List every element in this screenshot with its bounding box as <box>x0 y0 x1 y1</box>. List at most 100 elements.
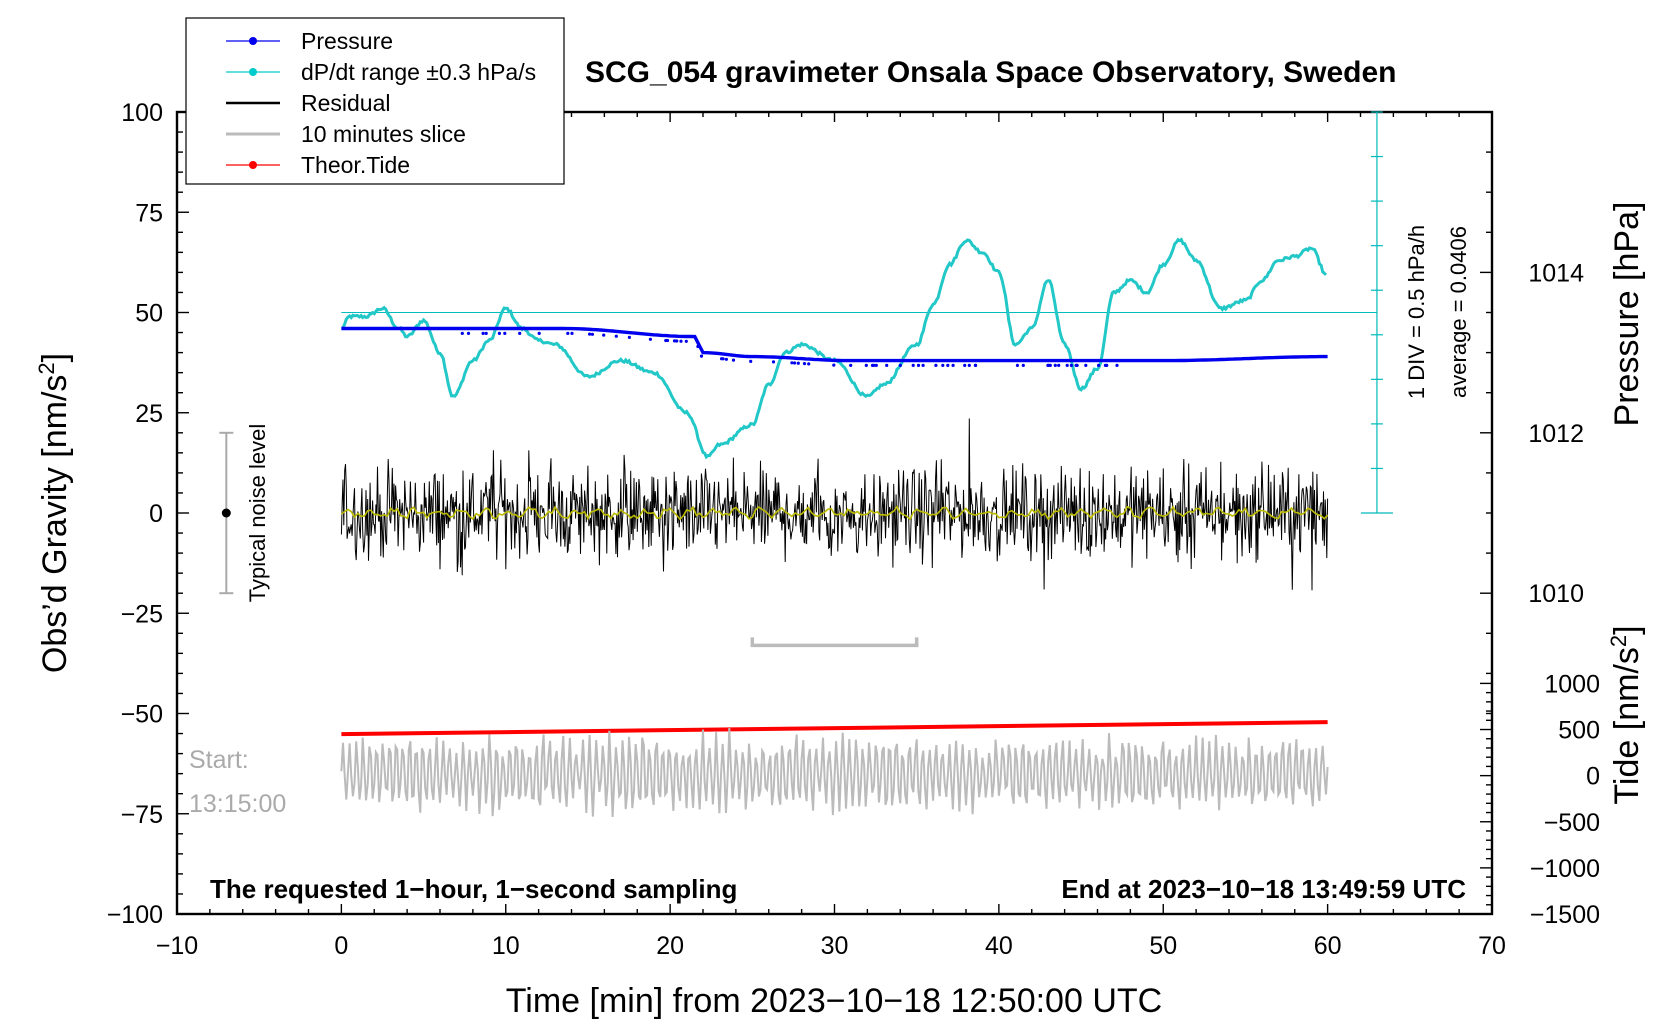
x-tick-label: 30 <box>821 932 849 960</box>
x-tick-label: 10 <box>492 932 520 960</box>
pressure-point <box>802 362 807 366</box>
x-tick-label: 40 <box>985 932 1013 960</box>
start-label: Start: <box>189 746 249 774</box>
pressure-point <box>602 333 606 337</box>
pressure-point <box>503 331 507 335</box>
pressure-point <box>1105 363 1109 367</box>
pressure-average-label: average = 0.0406 <box>1446 226 1471 398</box>
y-axis-label-tide: Tide [nm/s2] <box>1606 625 1646 804</box>
pressure-point <box>518 331 522 335</box>
bottom-right-annotation: End at 2023−10−18 13:49:59 UTC <box>1061 874 1466 904</box>
legend-item-dpdt: dP/dt range ±0.3 hPa/s <box>226 59 536 85</box>
legend-label-tide: Theor.Tide <box>301 152 410 178</box>
pressure-point <box>675 339 679 343</box>
pressure-point <box>460 331 464 335</box>
y-axis-label-pressure: Pressure [hPa] <box>1608 202 1646 427</box>
y-tick-label: −100 <box>107 901 163 929</box>
pressure-point <box>679 339 683 343</box>
pressure-point <box>1084 363 1088 367</box>
pressure-point <box>696 344 700 349</box>
pressure-point <box>934 363 938 367</box>
pressure-point <box>721 357 725 361</box>
tide-line <box>341 720 1328 737</box>
pressure-point <box>1115 363 1119 367</box>
pressure-point <box>974 363 978 367</box>
legend-marker-pressure <box>249 37 257 45</box>
y-tick-label: 100 <box>121 99 163 127</box>
tide-tick-label: −500 <box>1544 809 1600 837</box>
y-tick-label: 50 <box>135 300 163 328</box>
chart-title: SCG_054 gravimeter Onsala Space Observat… <box>585 56 1397 89</box>
legend-label-slice: 10 minutes slice <box>301 121 466 147</box>
legend-marker-dpdt <box>249 68 257 76</box>
pressure-point <box>941 363 945 367</box>
legend-item-residual: Residual <box>226 90 391 116</box>
pressure-point <box>590 332 595 336</box>
tide-tick-label: −1500 <box>1530 901 1600 929</box>
pressure-point <box>1097 363 1101 367</box>
bottom-left-annotation: The requested 1−hour, 1−second sampling <box>210 874 737 904</box>
pressure-point <box>1021 363 1025 367</box>
pressure-point <box>699 354 704 358</box>
tide-tick-label: −1000 <box>1530 855 1600 883</box>
legend-marker-tide <box>249 161 257 169</box>
pressure-tick-label: 1010 <box>1528 580 1584 608</box>
pressure-line <box>341 326 1328 363</box>
y-tick-label: 75 <box>135 199 163 227</box>
pressure-point <box>898 363 903 367</box>
legend-item-tide: Theor.Tide <box>226 152 410 178</box>
x-tick-label: 70 <box>1478 932 1506 960</box>
pressure-point <box>946 363 950 367</box>
pressure-point <box>497 331 501 335</box>
pressure-point <box>484 331 488 335</box>
x-tick-label: 60 <box>1314 932 1342 960</box>
pressure-point <box>771 360 776 364</box>
pressure-point <box>588 332 592 336</box>
legend: Pressure dP/dt range ±0.3 hPa/s Residual… <box>185 17 565 185</box>
pressure-point <box>916 363 921 367</box>
y-tick-label: 25 <box>135 400 163 428</box>
dpdt-curve <box>341 237 1328 460</box>
legend-label-residual: Residual <box>301 90 391 116</box>
pressure-point <box>967 363 971 367</box>
pressure-point <box>566 331 570 335</box>
pressure-point <box>664 338 668 343</box>
pressure-point <box>537 331 541 335</box>
pressure-point <box>684 339 688 343</box>
legend-label-dpdt: dP/dt range ±0.3 hPa/s <box>301 59 536 85</box>
pressure-tick-label: 1012 <box>1528 420 1584 448</box>
pressure-point <box>921 363 925 367</box>
pressure-dots <box>460 331 1119 367</box>
pressure-point <box>885 363 889 367</box>
pressure-point <box>963 363 967 367</box>
pressure-point <box>570 331 574 335</box>
noise-level-point <box>221 508 231 518</box>
pressure-point <box>790 361 794 365</box>
tide-tick-label: 1000 <box>1544 670 1600 698</box>
residual-smoothed <box>340 505 1329 521</box>
start-time: 13:15:00 <box>189 790 286 818</box>
pressure-point <box>481 331 485 335</box>
slice-bracket <box>750 637 919 648</box>
tide-tick-label: 0 <box>1586 763 1600 791</box>
x-tick-label: 20 <box>656 932 684 960</box>
tide-tick-label: 500 <box>1558 717 1600 745</box>
pressure-point <box>1069 363 1073 367</box>
y-axis-label-left: Obs’d Gravity [nm/s2] <box>34 353 74 673</box>
data-series <box>219 111 1393 818</box>
legend-box <box>185 17 565 185</box>
pressure-point <box>793 361 797 365</box>
y-tick-label: −75 <box>121 801 163 829</box>
pressure-point <box>731 358 736 362</box>
pressure-point <box>627 335 632 339</box>
pressure-point <box>807 362 811 366</box>
residual-trace <box>340 418 1329 591</box>
x-tick-label: 50 <box>1149 932 1177 960</box>
pressure-point <box>951 363 955 367</box>
pressure-rate-label: 1 DIV = 0.5 hPa/h <box>1404 225 1429 399</box>
y-tick-label: 0 <box>149 500 163 528</box>
pressure-point <box>1065 363 1069 367</box>
legend-label-pressure: Pressure <box>301 28 393 54</box>
axis-ticks: −10 0 10 20 30 40 50 60 70−100−75−50−25025507510… <box>107 99 1600 960</box>
